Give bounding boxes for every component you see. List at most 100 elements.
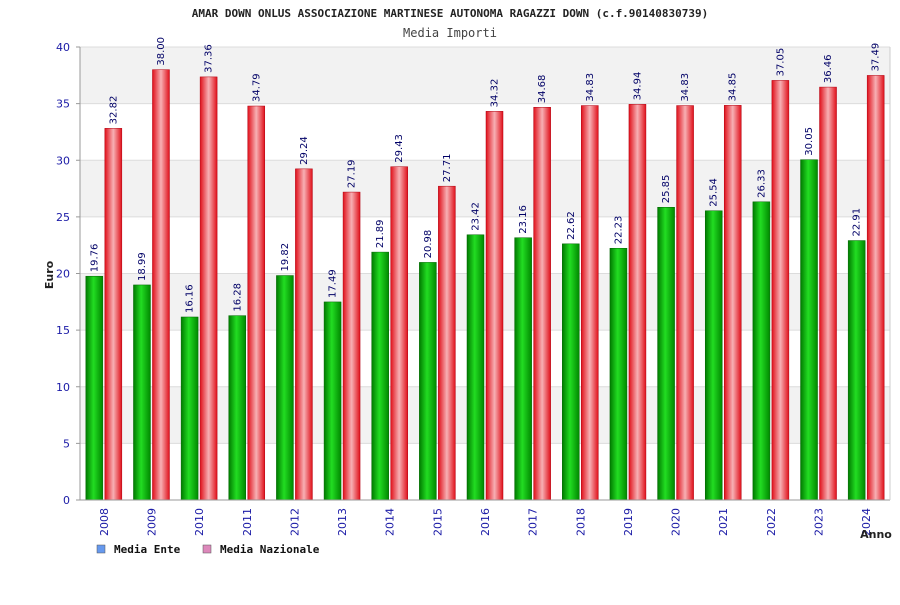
x-tick-label: 2015 [431, 508, 444, 536]
data-label: 21.89 [375, 219, 386, 248]
data-label: 25.54 [709, 178, 720, 207]
bar-media-nazionale-2008 [104, 128, 123, 501]
bar-media-nazionale-2024 [866, 75, 885, 501]
bar-media-nazionale-2013 [342, 191, 361, 501]
data-label: 18.99 [137, 252, 148, 281]
bar-media-ente-2019 [609, 247, 628, 501]
legend-label-media-ente: Media Ente [114, 543, 181, 556]
y-tick-label: 30 [56, 154, 70, 167]
y-tick-label: 20 [56, 268, 70, 281]
x-tick-label: 2009 [145, 508, 158, 536]
x-tick-label: 2017 [527, 508, 540, 536]
x-tick-label: 2020 [670, 508, 683, 536]
x-tick-label: 2013 [336, 508, 349, 536]
x-tick-label: 2022 [765, 508, 778, 536]
x-tick-label: 2018 [574, 508, 587, 536]
bar-media-nazionale-2019 [628, 104, 647, 501]
bar-media-ente-2017 [514, 237, 532, 501]
legend: Media Ente Media Nazionale [96, 543, 320, 556]
data-label: 38.00 [156, 37, 167, 66]
bar-media-ente-2022 [752, 201, 771, 501]
data-label: 34.83 [585, 73, 596, 102]
x-tick-label: 2011 [241, 508, 254, 536]
data-label: 29.43 [394, 134, 405, 163]
x-tick-label: 2024 [860, 508, 873, 536]
bar-media-nazionale-2016 [485, 111, 504, 501]
data-label: 16.28 [232, 283, 243, 312]
bar-media-ente-2010 [180, 316, 199, 501]
bars-layer: 19.76 32.82 18.99 38.00 16.16 37.36 16.28 34.79… [85, 37, 885, 501]
bar-media-nazionale-2020 [676, 105, 694, 501]
data-label: 17.49 [328, 269, 339, 298]
data-label: 36.46 [823, 54, 834, 83]
bar-media-nazionale-2018 [581, 105, 599, 501]
bar-media-ente-2012 [276, 275, 294, 501]
bar-media-nazionale-2010 [199, 76, 218, 501]
legend-swatch-media-ente [96, 544, 106, 554]
data-label: 34.94 [632, 72, 643, 101]
data-label: 34.85 [728, 73, 739, 102]
bar-media-ente-2016 [466, 234, 485, 501]
data-label: 29.24 [299, 136, 310, 165]
chart-title: AMAR DOWN ONLUS ASSOCIAZIONE MARTINESE A… [192, 7, 709, 20]
y-tick-label: 40 [56, 41, 70, 54]
bar-media-ente-2009 [133, 284, 151, 501]
bar-media-nazionale-2011 [247, 105, 266, 501]
y-tick-label: 25 [56, 211, 70, 224]
data-label: 22.23 [613, 216, 624, 245]
data-label: 23.16 [518, 205, 529, 234]
bar-media-nazionale-2023 [819, 86, 837, 501]
bar-media-ente-2024 [847, 240, 866, 501]
y-axis-label: Euro [43, 260, 56, 289]
bar-media-nazionale-2021 [723, 105, 742, 501]
legend-swatch-media-nazionale [202, 544, 212, 554]
bar-media-ente-2021 [704, 210, 723, 501]
y-tick-label: 0 [63, 494, 70, 507]
x-axis-label: Anno [860, 528, 892, 541]
axes-layer: 0 5 10 15 20 25 30 35 40 2008 2009 2010 2011 2012 2013… [56, 41, 891, 536]
bar-media-nazionale-2015 [438, 185, 456, 501]
data-label: 30.05 [804, 127, 815, 156]
x-tick-label: 2012 [288, 508, 301, 536]
bar-media-nazionale-2012 [295, 168, 313, 501]
data-label: 37.05 [775, 48, 786, 77]
data-label: 25.85 [661, 175, 672, 204]
data-label: 27.71 [442, 154, 453, 183]
y-tick-label: 15 [56, 324, 70, 337]
data-label: 27.19 [347, 159, 358, 188]
data-label: 34.32 [490, 79, 501, 108]
y-tick-label: 35 [56, 98, 70, 111]
y-tick-label: 10 [56, 381, 70, 394]
bar-media-nazionale-2009 [152, 69, 170, 501]
bar-media-ente-2023 [800, 159, 818, 501]
data-label: 22.62 [566, 211, 577, 240]
bar-media-ente-2013 [323, 301, 342, 501]
x-tick-label: 2010 [193, 508, 206, 536]
data-label: 26.33 [756, 169, 767, 198]
bar-media-ente-2020 [657, 206, 675, 501]
data-label: 20.98 [423, 230, 434, 259]
data-label: 32.82 [108, 96, 119, 125]
legend-label-media-nazionale: Media Nazionale [220, 543, 320, 556]
bar-media-ente-2014 [371, 251, 389, 501]
bar-media-ente-2018 [562, 243, 580, 501]
x-tick-label: 2019 [622, 508, 635, 536]
data-label: 34.68 [537, 75, 548, 104]
bar-media-ente-2008 [85, 275, 104, 501]
data-label: 22.91 [852, 208, 863, 237]
bar-media-ente-2011 [228, 315, 247, 501]
bar-media-ente-2015 [419, 262, 437, 501]
data-label: 34.79 [251, 73, 262, 102]
data-label: 16.16 [185, 284, 196, 313]
data-label: 34.83 [680, 73, 691, 102]
x-tick-label: 2016 [479, 508, 492, 536]
bar-media-nazionale-2014 [390, 166, 408, 501]
data-label: 37.49 [871, 43, 882, 72]
chart-subtitle: Media Importi [403, 26, 497, 40]
x-tick-label: 2008 [98, 508, 111, 536]
x-tick-label: 2021 [717, 508, 730, 536]
bar-media-nazionale-2022 [771, 80, 790, 501]
y-tick-label: 5 [63, 437, 70, 450]
